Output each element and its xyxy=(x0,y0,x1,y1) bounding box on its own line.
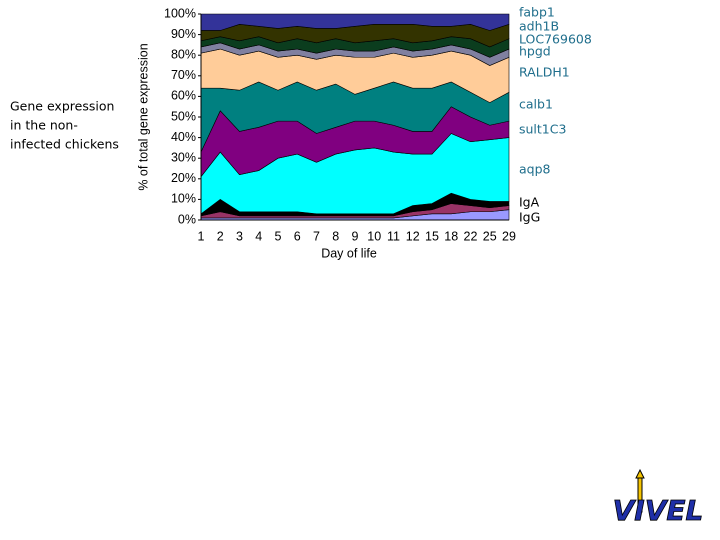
y-tick-label: 20% xyxy=(171,171,196,185)
x-tick-label: 10 xyxy=(367,229,381,243)
x-tick-label: 15 xyxy=(425,229,439,243)
legend-label: hpgd xyxy=(519,44,551,59)
y-tick-label: 80% xyxy=(171,47,196,61)
x-axis-title: Day of life xyxy=(321,246,377,260)
x-tick-label: 1 xyxy=(198,229,205,243)
annotation: Gene expression xyxy=(10,99,114,114)
y-axis-title: % of total gene expression xyxy=(136,43,150,190)
y-tick-label: 30% xyxy=(171,150,196,164)
annotation: in the non- xyxy=(10,118,78,133)
logo: VIVEL xyxy=(612,468,704,527)
annotation: infected chickens xyxy=(10,137,119,152)
x-tick-label: 18 xyxy=(444,229,458,243)
legend-label: IgA xyxy=(519,195,540,210)
legend-label: fabp1 xyxy=(519,5,555,20)
y-tick-label: 0% xyxy=(178,212,196,226)
legend-label: RALDH1 xyxy=(519,65,570,80)
x-tick-label: 8 xyxy=(332,229,339,243)
y-tick-label: 90% xyxy=(171,27,196,41)
x-tick-label: 29 xyxy=(502,229,516,243)
y-tick-label: 50% xyxy=(171,109,196,123)
legend-label: sult1C3 xyxy=(519,122,566,137)
x-tick-label: 4 xyxy=(255,229,262,243)
y-tick-label: 60% xyxy=(171,89,196,103)
x-tick-label: 6 xyxy=(294,229,301,243)
x-tick-label: 7 xyxy=(313,229,320,243)
x-tick-label: 9 xyxy=(352,229,359,243)
x-tick-label: 12 xyxy=(406,229,420,243)
y-tick-label: 100% xyxy=(164,6,196,20)
legend-label: aqp8 xyxy=(519,162,551,177)
x-tick-label: 3 xyxy=(236,229,243,243)
logo-mark xyxy=(637,477,643,513)
y-tick-label: 40% xyxy=(171,130,196,144)
legend-label: adh1B xyxy=(519,19,559,34)
logo-text: VIVEL xyxy=(613,494,704,527)
area xyxy=(200,13,510,31)
x-tick-label: 25 xyxy=(483,229,497,243)
x-tick-label: 5 xyxy=(275,229,282,243)
y-tick-label: 10% xyxy=(171,192,196,206)
legend-label: LOC769608 xyxy=(519,32,592,47)
x-tick-label: 2 xyxy=(217,229,224,243)
legend-label: calb1 xyxy=(519,97,553,112)
x-tick-label: 11 xyxy=(387,229,400,243)
x-tick-label: 22 xyxy=(464,229,478,243)
logo-mark xyxy=(635,468,645,479)
y-tick-label: 70% xyxy=(171,68,196,82)
legend-label: IgG xyxy=(519,210,540,225)
